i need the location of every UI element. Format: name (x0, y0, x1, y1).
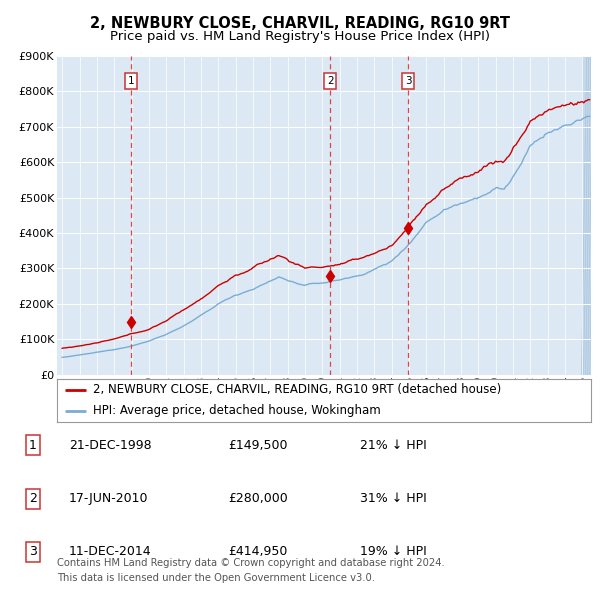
Text: 17-JUN-2010: 17-JUN-2010 (69, 492, 149, 505)
Text: £280,000: £280,000 (228, 492, 288, 505)
Text: £414,950: £414,950 (228, 545, 287, 558)
Text: Price paid vs. HM Land Registry's House Price Index (HPI): Price paid vs. HM Land Registry's House … (110, 30, 490, 43)
Text: 21% ↓ HPI: 21% ↓ HPI (360, 439, 427, 452)
Text: 21-DEC-1998: 21-DEC-1998 (69, 439, 152, 452)
Text: 3: 3 (29, 545, 37, 558)
Text: 2, NEWBURY CLOSE, CHARVIL, READING, RG10 9RT: 2, NEWBURY CLOSE, CHARVIL, READING, RG10… (90, 16, 510, 31)
Text: 3: 3 (405, 76, 412, 86)
Text: 2: 2 (327, 76, 334, 86)
Text: 2, NEWBURY CLOSE, CHARVIL, READING, RG10 9RT (detached house): 2, NEWBURY CLOSE, CHARVIL, READING, RG10… (94, 384, 502, 396)
Text: HPI: Average price, detached house, Wokingham: HPI: Average price, detached house, Woki… (94, 404, 381, 417)
Text: £149,500: £149,500 (228, 439, 287, 452)
Text: 11-DEC-2014: 11-DEC-2014 (69, 545, 152, 558)
Text: Contains HM Land Registry data © Crown copyright and database right 2024.
This d: Contains HM Land Registry data © Crown c… (57, 558, 445, 583)
Text: 2: 2 (29, 492, 37, 505)
Text: 31% ↓ HPI: 31% ↓ HPI (360, 492, 427, 505)
Text: 19% ↓ HPI: 19% ↓ HPI (360, 545, 427, 558)
Text: 1: 1 (29, 439, 37, 452)
Text: 1: 1 (128, 76, 134, 86)
